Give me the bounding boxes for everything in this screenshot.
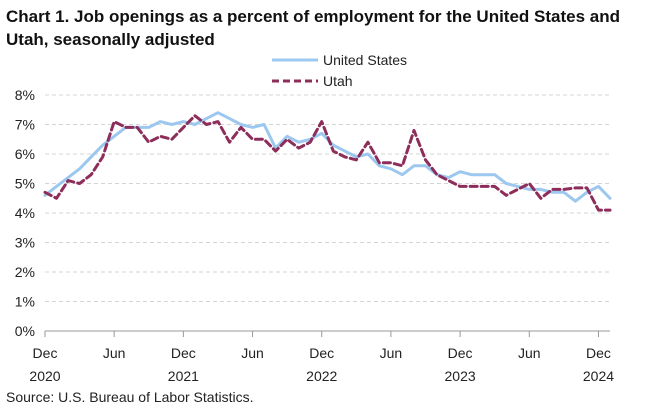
x-axis-tick-labels: Dec 2020 Jun Dec 2021 Jun Dec 2022 Jun Dec 2023 Jun… [29,345,614,384]
x-tick-label-month: Dec [586,345,611,361]
x-tick-label-month: Jun [518,345,541,361]
x-tick-label-month: Dec [171,345,196,361]
x-axis [44,330,610,337]
x-tick-label-month: Dec [33,345,58,361]
gridlines [45,94,610,302]
y-tick-label: 6% [15,146,35,162]
x-tick-label-year: 2020 [29,368,60,384]
x-tick-label-year: 2024 [583,368,614,384]
y-tick-label: 8% [15,87,35,103]
legend-label: United States [323,52,407,68]
y-tick-label: 5% [15,176,35,192]
legend-label: Utah [323,73,353,89]
chart-title: Chart 1. Job openings as a percent of em… [6,7,620,49]
y-tick-label: 7% [15,117,35,133]
x-tick-label-year: 2022 [306,368,337,384]
x-tick-label-year: 2023 [445,368,476,384]
x-tick-label-month: Jun [103,345,126,361]
y-tick-label: 2% [15,264,35,280]
x-tick-label-year: 2021 [168,368,199,384]
source-note: Source: U.S. Bureau of Labor Statistics. [6,389,254,405]
y-tick-label: 1% [15,294,35,310]
x-tick-label-month: Dec [448,345,473,361]
y-axis-tick-labels: 0% 1% 2% 3% 4% 5% 6% 7% 8% [15,87,35,339]
x-tick-label-month: Dec [309,345,334,361]
series-line-utah [43,114,612,212]
x-tick-label-month: Jun [241,345,264,361]
legend: United States Utah [272,52,407,89]
y-tick-label: 0% [15,323,35,339]
y-tick-label: 3% [15,235,35,251]
y-tick-label: 4% [15,205,35,221]
series-lines [43,111,612,212]
x-tick-label-month: Jun [380,345,403,361]
